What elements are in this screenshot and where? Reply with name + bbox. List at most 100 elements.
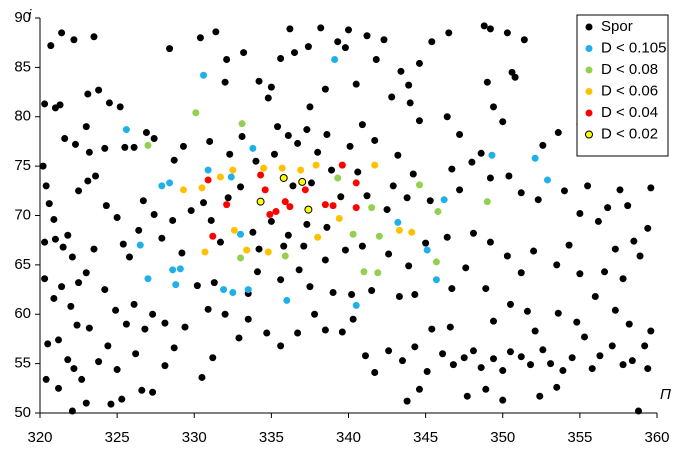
point [82, 399, 90, 407]
point [469, 347, 477, 355]
point [477, 364, 485, 372]
point [204, 176, 212, 184]
point [449, 361, 457, 369]
point [499, 118, 507, 126]
point [193, 282, 201, 290]
point [619, 361, 627, 369]
point [543, 176, 551, 184]
point [568, 354, 576, 362]
point [150, 134, 158, 142]
point [395, 226, 403, 234]
point [206, 137, 214, 145]
point [616, 186, 624, 194]
point [51, 235, 59, 243]
point [122, 126, 130, 134]
point [204, 305, 212, 313]
point [278, 164, 286, 172]
point [216, 238, 224, 246]
point [243, 246, 251, 254]
point [210, 279, 218, 287]
point [90, 245, 98, 253]
point [107, 400, 115, 408]
point [644, 224, 652, 232]
legend-marker [585, 23, 593, 31]
point [198, 373, 206, 381]
point [625, 320, 633, 328]
point [483, 78, 491, 86]
point [198, 184, 206, 192]
point [341, 246, 349, 254]
point [161, 362, 169, 370]
point [443, 233, 451, 241]
point [415, 59, 423, 67]
point [428, 38, 436, 46]
point [388, 93, 396, 101]
point [267, 217, 275, 225]
point [118, 395, 126, 403]
point [348, 291, 356, 298]
point [75, 187, 83, 195]
point [358, 121, 366, 129]
point [267, 83, 275, 91]
legend-label: D < 0.04 [601, 104, 658, 121]
point [443, 113, 451, 121]
point [55, 384, 63, 392]
legend-label: D < 0.08 [601, 61, 658, 78]
point [283, 296, 291, 304]
point [506, 300, 514, 308]
point [298, 177, 307, 186]
point [581, 333, 589, 341]
point [539, 141, 547, 149]
point [216, 173, 224, 181]
point [277, 276, 285, 284]
point [448, 285, 456, 293]
point [121, 143, 129, 151]
point [368, 287, 376, 295]
point [321, 201, 329, 209]
point [166, 45, 174, 53]
point [138, 386, 146, 394]
point [41, 275, 49, 283]
point [591, 292, 599, 300]
point [439, 350, 447, 358]
point [329, 289, 337, 297]
point [64, 231, 72, 239]
y-tick-label: 75 [14, 157, 31, 174]
point [363, 192, 371, 200]
point [68, 407, 76, 415]
point [335, 214, 343, 222]
point [266, 211, 274, 219]
point [102, 202, 110, 210]
point [281, 252, 289, 260]
point [345, 26, 352, 34]
point [101, 144, 109, 152]
point [249, 228, 257, 236]
point [122, 320, 130, 328]
point [395, 292, 403, 300]
point [647, 184, 655, 192]
point [130, 300, 138, 308]
y-tick-label: 70 [14, 206, 31, 223]
point [291, 49, 299, 57]
point [201, 248, 209, 256]
point [517, 353, 525, 361]
point [178, 249, 186, 257]
point [252, 157, 260, 165]
point [179, 142, 187, 150]
point [90, 33, 98, 41]
point [237, 183, 245, 191]
point [179, 186, 187, 194]
point [311, 310, 319, 318]
point [411, 343, 419, 351]
point [277, 342, 285, 350]
point [207, 216, 215, 224]
x-tick-label: 335 [259, 429, 284, 446]
point [226, 150, 234, 158]
point [101, 286, 109, 294]
point [385, 250, 393, 258]
point [244, 315, 252, 323]
point [56, 101, 64, 109]
point [59, 243, 67, 251]
point [488, 151, 496, 159]
point [334, 174, 342, 182]
